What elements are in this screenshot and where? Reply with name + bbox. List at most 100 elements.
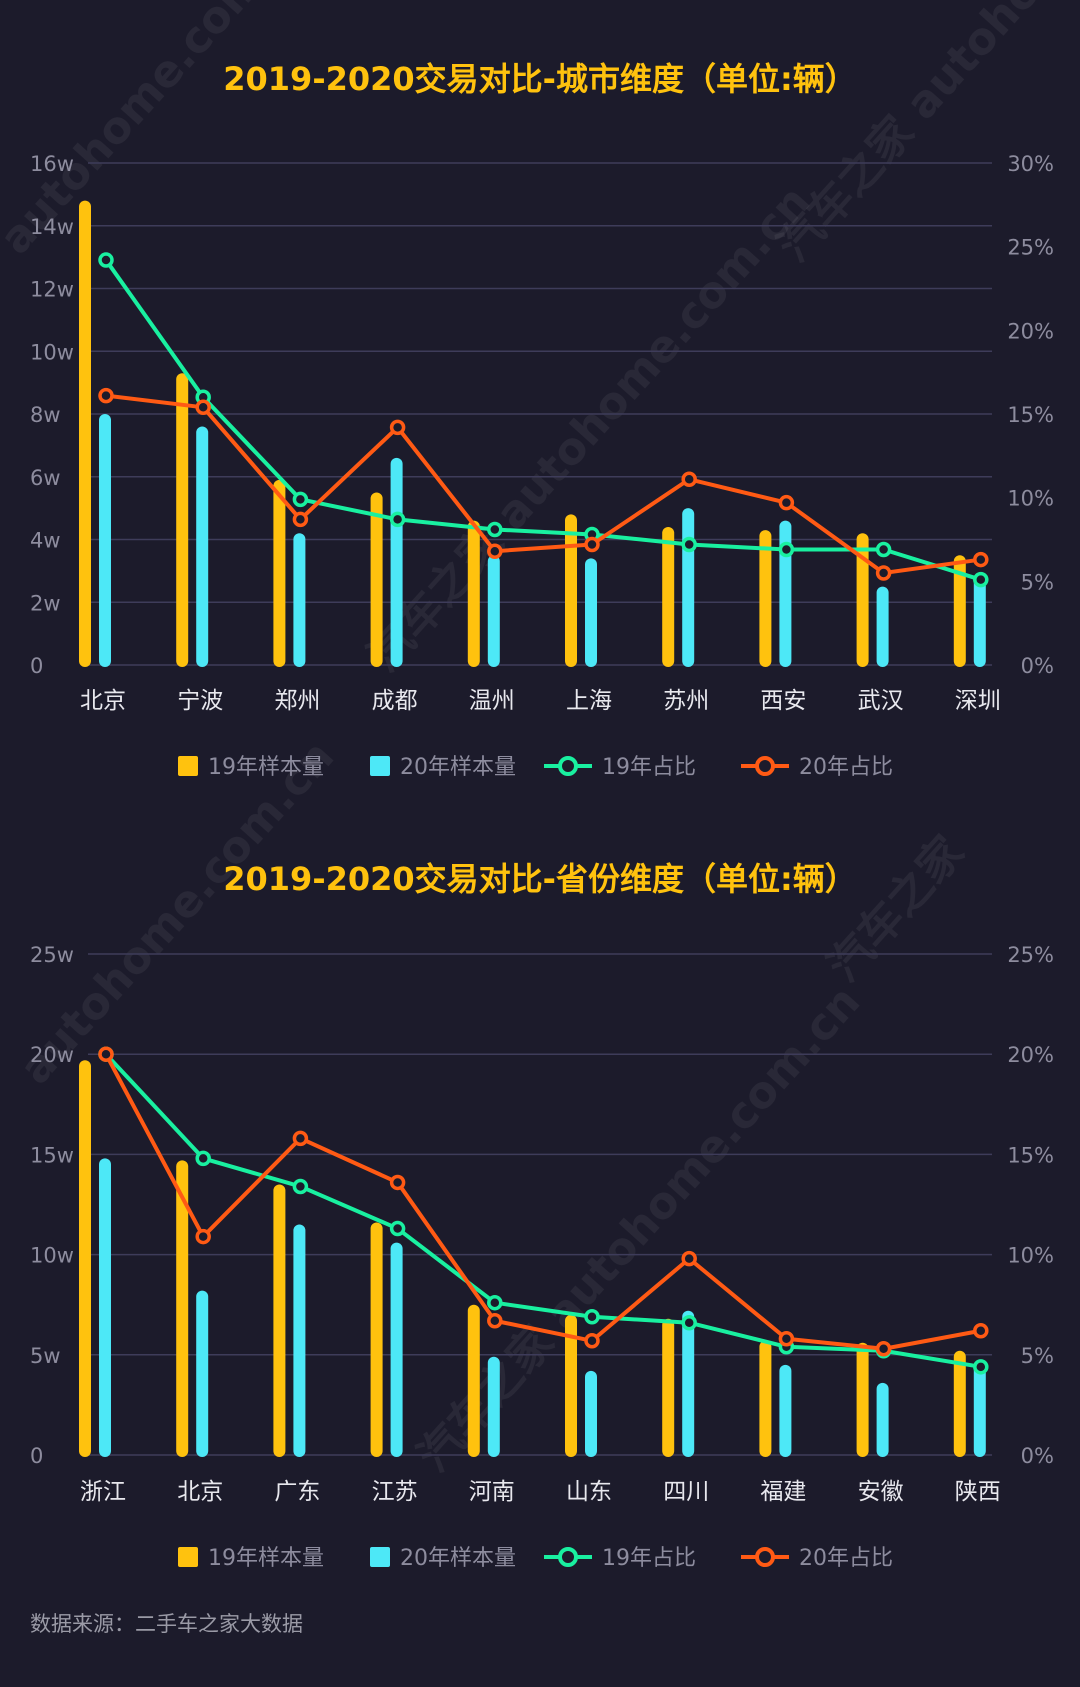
bar (662, 1318, 675, 1457)
line-point (778, 541, 795, 558)
line-point (681, 1250, 697, 1267)
category-label: 西安 (760, 688, 806, 714)
line-point (292, 1178, 309, 1195)
line-point (778, 494, 795, 511)
left-tick-label: 10w (30, 340, 74, 364)
line-point (584, 536, 600, 553)
category-label: 山东 (566, 1479, 612, 1505)
bar (293, 1224, 306, 1457)
bar (565, 514, 577, 667)
legend-swatch (370, 1547, 390, 1567)
legend-swatch (755, 1547, 775, 1567)
legend-label: 20年样本量 (400, 755, 516, 780)
line-point (389, 511, 406, 528)
left-tick-label: 12w (30, 278, 74, 302)
legend-swatch (558, 756, 578, 776)
line-point (195, 1150, 211, 1167)
bar (370, 492, 383, 667)
bar (79, 1060, 91, 1457)
right-tick-label: 25% (1007, 943, 1054, 967)
category-label: 河南 (469, 1479, 515, 1505)
bar (390, 1242, 403, 1457)
right-tick-label: 15% (1007, 403, 1054, 427)
chart-title: 2019-2020交易对比-城市维度（单位:辆） (223, 60, 857, 98)
bar (467, 520, 480, 667)
bar (662, 526, 675, 667)
line-point (973, 1323, 989, 1339)
bar (973, 574, 986, 667)
left-tick-label: 14w (30, 215, 74, 239)
bar (779, 1364, 792, 1457)
bar (487, 555, 500, 667)
bar (196, 426, 209, 667)
line-point (681, 536, 697, 553)
bar (390, 457, 403, 667)
right-tick-label: 10% (1007, 487, 1054, 511)
left-tick-label: 5w (30, 1344, 61, 1368)
category-label: 陕西 (955, 1479, 1001, 1505)
right-tick-label: 0% (1021, 1444, 1054, 1468)
bar (856, 533, 869, 667)
left-tick-label: 10w (30, 1244, 74, 1268)
right-tick-label: 30% (1007, 152, 1054, 176)
bar (565, 1314, 577, 1457)
category-label: 温州 (469, 688, 515, 714)
left-tick-label: 15w (30, 1143, 74, 1167)
line-point (292, 491, 309, 508)
legend-label: 20年样本量 (400, 1546, 516, 1571)
line-point (584, 1308, 600, 1325)
bar (585, 558, 597, 667)
bar (487, 1356, 500, 1457)
legend-label: 19年样本量 (208, 755, 324, 780)
left-tick-label: 2w (30, 591, 61, 615)
line-point (487, 521, 503, 538)
province-chart-plot: 0 5w 10w 15w 20w 25w 0% 5% 10% 15% 20% 25% 浙江 北京 广东 江苏 河… (30, 943, 1054, 1571)
bar (856, 1342, 869, 1457)
bar (293, 533, 306, 667)
right-tick-label: 5% (1021, 1344, 1054, 1368)
series-line (105, 393, 982, 575)
right-tick-label: 0% (1021, 654, 1054, 678)
bar (953, 1350, 966, 1457)
city-chart-plot: 0 2w 4w 6w 8w 10w 12w 14w 16w 0% 5% 10% 15% 20% 25% 30%… (30, 152, 1054, 780)
legend-label: 19年样本量 (208, 1546, 324, 1571)
line-point (487, 543, 503, 559)
left-tick-label: 4w (30, 529, 61, 553)
left-tick-label: 6w (30, 466, 61, 490)
bar (682, 1310, 695, 1457)
legend-swatch (755, 756, 775, 776)
category-label: 安徽 (858, 1479, 904, 1505)
category-label: 广东 (274, 1479, 320, 1505)
series-line (104, 258, 982, 582)
left-tick-label: 25w (30, 943, 74, 967)
category-label: 北京 (80, 688, 126, 714)
left-tick-label: 0 (30, 1444, 43, 1468)
right-tick-label: 10% (1007, 1244, 1054, 1268)
line-point (389, 1174, 406, 1191)
right-tick-label: 15% (1007, 1143, 1054, 1167)
series-line (104, 1052, 982, 1369)
bar (759, 1340, 772, 1457)
line-point (389, 1220, 406, 1237)
legend-label: 20年占比 (799, 755, 893, 780)
bar (876, 1382, 889, 1457)
legend-label: 20年占比 (799, 1546, 893, 1571)
legend-swatch (558, 1547, 578, 1567)
city-chart: 2019-2020交易对比-城市维度（单位:辆） 0 2w 4w 6w 8w 10w 12w… (0, 0, 1080, 800)
bar (273, 479, 286, 667)
line-point (875, 565, 892, 581)
line-point (681, 1314, 697, 1331)
line-point (195, 1228, 211, 1245)
line-point (389, 419, 406, 436)
line-point (778, 1331, 795, 1347)
bar (196, 1290, 209, 1457)
bar (273, 1184, 286, 1457)
line-point (584, 1333, 600, 1349)
category-label: 浙江 (80, 1479, 126, 1505)
line-point (292, 1130, 309, 1147)
bar (759, 530, 772, 667)
legend-swatch (178, 1547, 198, 1567)
category-label: 苏州 (663, 688, 709, 714)
left-tick-label: 0 (30, 654, 43, 678)
bar (973, 1362, 986, 1457)
